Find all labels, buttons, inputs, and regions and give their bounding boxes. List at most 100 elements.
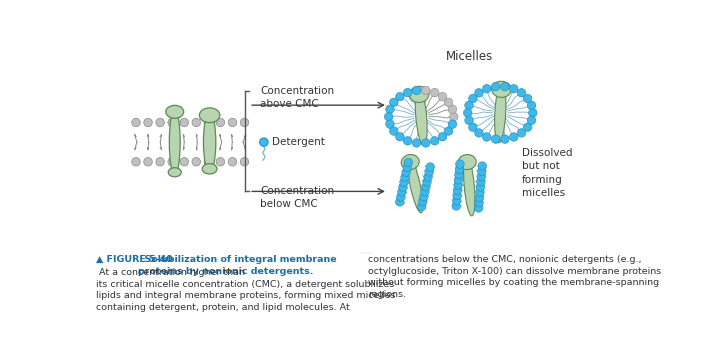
- Ellipse shape: [169, 109, 180, 175]
- Text: concentrations below the CMC, nonionic detergents (e.g.,
octylglucoside, Triton : concentrations below the CMC, nonionic d…: [369, 255, 662, 299]
- Circle shape: [455, 170, 463, 179]
- Circle shape: [397, 193, 405, 201]
- Ellipse shape: [495, 83, 506, 143]
- Ellipse shape: [410, 86, 429, 102]
- Circle shape: [468, 123, 477, 131]
- Circle shape: [463, 109, 472, 117]
- Circle shape: [144, 158, 153, 166]
- Circle shape: [475, 89, 483, 97]
- Ellipse shape: [168, 168, 181, 177]
- Circle shape: [396, 132, 404, 141]
- Ellipse shape: [415, 88, 427, 146]
- Circle shape: [168, 158, 176, 166]
- Circle shape: [491, 135, 500, 143]
- Circle shape: [528, 109, 537, 117]
- Circle shape: [517, 129, 526, 137]
- Text: Concentration
below CMC: Concentration below CMC: [260, 186, 334, 209]
- Circle shape: [523, 94, 532, 103]
- Ellipse shape: [407, 156, 422, 213]
- Circle shape: [455, 165, 464, 174]
- Circle shape: [448, 120, 457, 129]
- Circle shape: [399, 183, 407, 191]
- Circle shape: [404, 158, 412, 167]
- Circle shape: [228, 158, 237, 166]
- Circle shape: [517, 89, 526, 97]
- Circle shape: [390, 127, 398, 135]
- Circle shape: [478, 162, 487, 170]
- Circle shape: [448, 105, 457, 114]
- Circle shape: [421, 188, 429, 196]
- Circle shape: [156, 158, 165, 166]
- Ellipse shape: [401, 155, 420, 170]
- Circle shape: [180, 158, 188, 166]
- Circle shape: [260, 138, 268, 146]
- Circle shape: [390, 98, 398, 107]
- Circle shape: [523, 123, 532, 131]
- Circle shape: [216, 118, 225, 127]
- Circle shape: [204, 158, 213, 166]
- Circle shape: [192, 158, 200, 166]
- Circle shape: [476, 183, 485, 191]
- Circle shape: [401, 173, 410, 182]
- Ellipse shape: [199, 108, 220, 123]
- Circle shape: [386, 120, 395, 129]
- Circle shape: [426, 163, 435, 171]
- Circle shape: [430, 88, 439, 97]
- Circle shape: [412, 86, 421, 95]
- Circle shape: [477, 178, 485, 186]
- Text: Micelles: Micelles: [445, 50, 493, 63]
- Ellipse shape: [458, 155, 476, 170]
- Ellipse shape: [463, 156, 475, 216]
- Circle shape: [156, 118, 165, 127]
- Circle shape: [455, 160, 464, 168]
- Ellipse shape: [202, 164, 217, 174]
- Circle shape: [417, 202, 426, 211]
- Circle shape: [420, 192, 428, 201]
- Circle shape: [430, 136, 439, 145]
- Circle shape: [386, 105, 395, 114]
- Circle shape: [422, 139, 430, 147]
- Circle shape: [483, 85, 491, 93]
- Circle shape: [454, 181, 463, 189]
- Circle shape: [241, 118, 248, 127]
- Ellipse shape: [203, 113, 216, 172]
- Circle shape: [192, 118, 200, 127]
- Circle shape: [445, 98, 453, 107]
- Circle shape: [403, 136, 412, 145]
- Circle shape: [241, 158, 248, 166]
- Circle shape: [228, 118, 237, 127]
- Circle shape: [452, 202, 460, 210]
- Circle shape: [477, 172, 485, 181]
- Circle shape: [527, 101, 536, 110]
- Circle shape: [396, 93, 404, 101]
- Circle shape: [395, 198, 404, 206]
- Circle shape: [144, 118, 153, 127]
- Circle shape: [403, 163, 412, 172]
- Circle shape: [465, 101, 473, 110]
- Circle shape: [527, 116, 536, 125]
- Circle shape: [438, 93, 447, 101]
- Circle shape: [510, 85, 518, 93]
- Text: Dissolved
but not
forming
micelles: Dissolved but not forming micelles: [522, 148, 573, 198]
- Circle shape: [397, 188, 406, 196]
- Circle shape: [474, 204, 483, 212]
- Circle shape: [478, 167, 486, 176]
- Circle shape: [384, 113, 393, 121]
- Ellipse shape: [166, 105, 184, 118]
- Text: ▲ FIGURE 5-40: ▲ FIGURE 5-40: [96, 255, 173, 264]
- Text: Concentration
above CMC: Concentration above CMC: [260, 86, 334, 109]
- Circle shape: [465, 116, 473, 125]
- Circle shape: [475, 129, 483, 137]
- Circle shape: [422, 86, 430, 95]
- Circle shape: [425, 168, 433, 176]
- Circle shape: [491, 82, 500, 91]
- Ellipse shape: [492, 81, 511, 97]
- Circle shape: [453, 196, 461, 205]
- Circle shape: [132, 158, 140, 166]
- Text: At a concentration higher than
its critical micelle concentration (CMC), a deter: At a concentration higher than its criti…: [96, 268, 395, 312]
- Circle shape: [419, 197, 427, 206]
- Text: Detergent: Detergent: [271, 137, 324, 147]
- Circle shape: [483, 133, 491, 141]
- Circle shape: [424, 173, 432, 181]
- Circle shape: [438, 132, 447, 141]
